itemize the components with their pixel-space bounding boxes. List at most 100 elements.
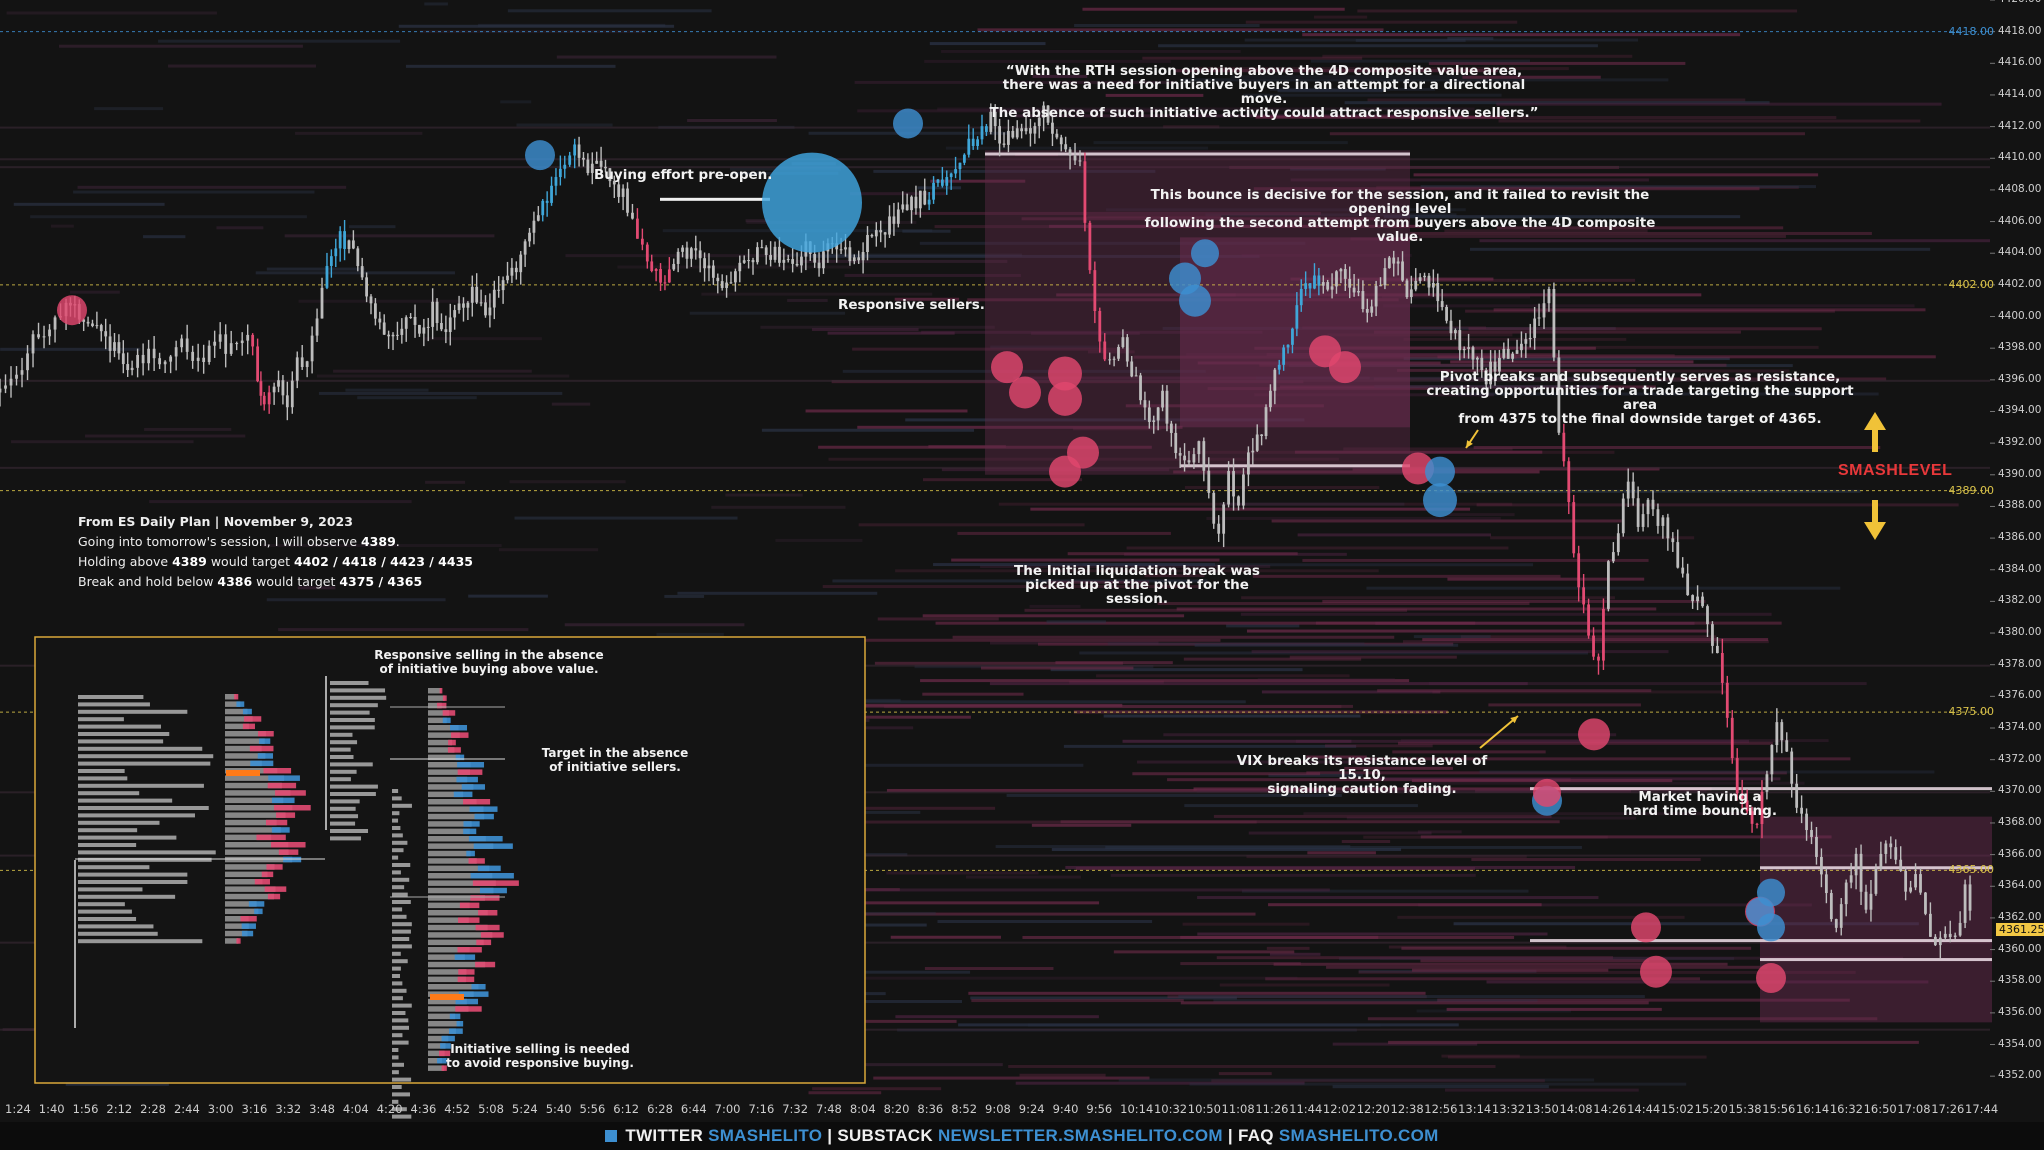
heatmap-streak <box>895 569 1379 573</box>
candle-body <box>1202 441 1206 471</box>
y-tick-label: 4356.00 <box>1998 1005 2042 1018</box>
candle-body <box>1423 275 1426 278</box>
candle-body <box>484 302 487 316</box>
heatmap-streak <box>1401 946 1752 950</box>
heatmap-streak <box>1437 998 1850 1002</box>
heatmap-streak <box>1375 777 1781 781</box>
tpo-letters <box>392 1085 402 1089</box>
heatmap-streak <box>1032 74 1088 78</box>
heatmap-streak <box>284 234 495 238</box>
candle-body <box>586 159 590 173</box>
tpo-letters <box>392 789 399 793</box>
candle-body <box>1849 875 1853 883</box>
heatmap-streak <box>919 241 1306 245</box>
heatmap-streak <box>965 875 1082 879</box>
heatmap-streak <box>1288 364 1793 368</box>
candle-body <box>716 277 720 282</box>
heatmap-streak <box>1055 661 1173 665</box>
y-tick-label: 4394.00 <box>1998 404 2042 417</box>
heatmap-streak <box>398 24 675 28</box>
heatmap-streak <box>832 579 1208 583</box>
candle-body <box>1646 499 1650 515</box>
candle-body <box>608 168 612 182</box>
candle-body <box>725 282 728 288</box>
heatmap-streak <box>1087 215 1222 219</box>
heatmap-streak <box>1447 37 1494 41</box>
y-tick-label: 4390.00 <box>1998 467 2042 480</box>
heatmap-streak <box>1413 635 1491 639</box>
tpo-row <box>225 790 291 796</box>
heatmap-streak <box>1178 995 1645 999</box>
heatmap-streak <box>1255 115 1506 119</box>
heatmap-streak <box>1046 620 1106 624</box>
candle-body <box>945 177 949 186</box>
candle-body <box>1108 359 1112 361</box>
candle-body <box>1661 517 1665 526</box>
heatmap-streak <box>1450 360 1694 364</box>
heatmap-streak <box>143 235 186 239</box>
candle-body <box>577 144 581 158</box>
volume-row <box>455 754 465 761</box>
heatmap-streak <box>874 661 1123 665</box>
heatmap-streak <box>1367 98 1746 102</box>
heatmap-streak <box>1400 739 1829 743</box>
candle-body <box>147 348 151 364</box>
candle-body <box>1711 624 1714 646</box>
tpo-letters <box>78 717 124 722</box>
candle-body <box>1033 126 1037 134</box>
tpo-row <box>428 813 485 820</box>
heatmap-streak <box>1122 739 1352 743</box>
heatmap-streak <box>1420 959 1650 963</box>
y-tick-label: 4360.00 <box>1998 942 2042 955</box>
heatmap-streak <box>980 565 1271 569</box>
twitter-handle-link[interactable]: SMASHELITO <box>708 1126 823 1145</box>
heatmap-streak <box>761 428 975 432</box>
candle-body <box>993 111 997 127</box>
volume-row <box>241 930 254 937</box>
heatmap-streak <box>1435 489 1861 493</box>
tpo-row <box>225 782 282 789</box>
substack-link[interactable]: NEWSLETTER.SMASHELITO.COM <box>937 1126 1223 1145</box>
volume-row <box>276 812 296 818</box>
candle-body <box>1379 285 1382 287</box>
x-tick-label: 5:56 <box>579 1102 606 1116</box>
annotation-arrow-head <box>1466 440 1473 448</box>
tpo-letters <box>330 777 351 782</box>
heatmap-streak <box>1357 9 1798 13</box>
footer-separator: | <box>827 1126 833 1145</box>
x-tick-label: 11:08 <box>1221 1102 1255 1116</box>
candle-body <box>506 275 509 281</box>
candle-body <box>694 248 698 251</box>
candle-body <box>612 181 616 185</box>
candle-body <box>1924 892 1927 914</box>
candle-body <box>703 258 706 269</box>
candle-body <box>1064 144 1068 150</box>
candle-body <box>1357 291 1360 293</box>
plan-title: From ES Daily Plan | November 9, 2023 <box>78 514 353 529</box>
heatmap-streak <box>1326 965 1768 969</box>
tpo-letters <box>330 695 387 700</box>
heatmap-streak <box>1432 781 1805 785</box>
candle-body <box>356 248 360 267</box>
candle-body <box>1498 357 1501 372</box>
volume-row <box>449 1013 461 1020</box>
heatmap-streak <box>995 845 1351 849</box>
faq-link[interactable]: SMASHELITO.COM <box>1278 1126 1439 1145</box>
heatmap-streak <box>13 202 165 206</box>
candle-body <box>1968 884 1972 911</box>
candle-body <box>374 303 377 319</box>
heatmap-streak <box>850 192 946 196</box>
candle-body <box>1755 823 1759 825</box>
heatmap-streak <box>1167 778 1571 782</box>
x-tick-label: 15:38 <box>1728 1102 1762 1116</box>
candle-body <box>1844 882 1848 905</box>
x-tick-label: 5:08 <box>478 1102 504 1116</box>
heatmap-streak <box>957 531 1171 535</box>
heatmap-streak <box>58 44 303 48</box>
volume-row <box>468 858 485 864</box>
candle-body <box>910 196 913 211</box>
heatmap-streak <box>1268 903 1542 907</box>
candle-body <box>422 327 426 334</box>
heatmap-streak <box>1144 574 1205 578</box>
heatmap-streak <box>1105 93 1204 97</box>
